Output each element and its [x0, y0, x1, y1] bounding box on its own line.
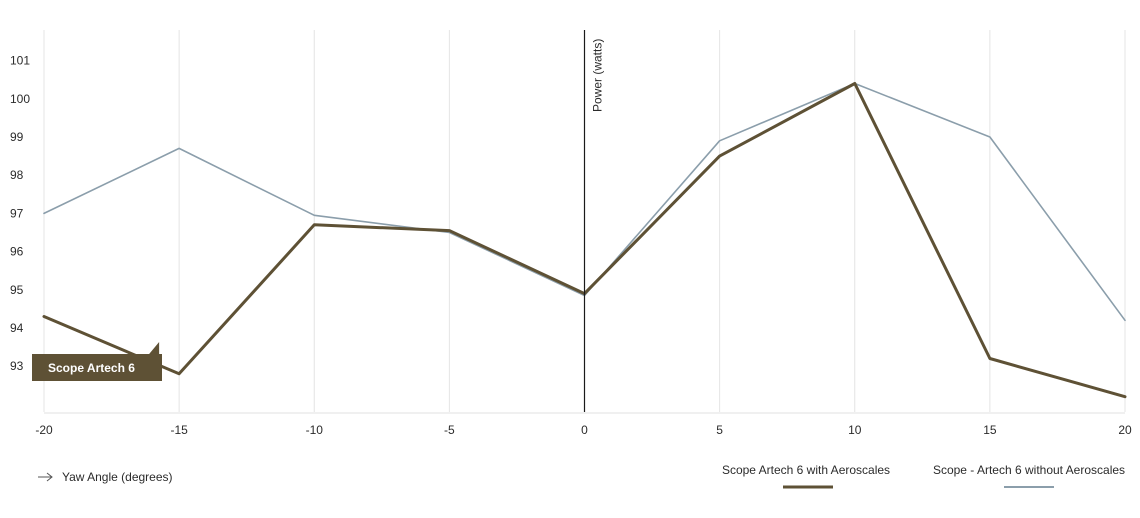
annotation-callout: Scope Artech 6 [32, 342, 162, 381]
x-axis-title: Yaw Angle (degrees) [62, 470, 173, 484]
y-tick-label: 101 [10, 54, 30, 68]
x-tick-label: 10 [848, 423, 862, 437]
x-tick-label: 15 [983, 423, 997, 437]
x-tick-label: -20 [35, 423, 53, 437]
y-tick-label: 93 [10, 359, 24, 373]
x-tick-label: -15 [170, 423, 188, 437]
x-axis-title-group: Yaw Angle (degrees) [38, 470, 173, 484]
annotation-callout-box [32, 342, 162, 381]
y-tick-label: 96 [10, 245, 24, 259]
x-tick-label: -10 [306, 423, 324, 437]
y-tick-label: 98 [10, 168, 24, 182]
arrow-head-icon [46, 472, 53, 482]
y-tick-label: 99 [10, 130, 24, 144]
x-tick-label: 5 [716, 423, 723, 437]
tick-labels: -20 -15 -10 -5 0 5 10 15 20 93 94 95 96 97 98 99 100 101 [10, 54, 1132, 437]
annotation-callout-text: Scope Artech 6 [48, 361, 135, 375]
x-tick-label: -5 [444, 423, 455, 437]
legend-label-with-aeroscales: Scope Artech 6 with Aeroscales [722, 463, 890, 477]
legend: Scope Artech 6 with Aeroscales Scope - A… [722, 463, 1125, 489]
y-tick-label: 97 [10, 206, 24, 220]
y-tick-label: 95 [10, 283, 24, 297]
y-axis-title: Power (watts) [591, 39, 605, 112]
grid-lines [43, 30, 1126, 414]
x-tick-label: 0 [581, 423, 588, 437]
legend-label-without-aeroscales: Scope - Artech 6 without Aeroscales [933, 463, 1125, 477]
y-tick-label: 94 [10, 321, 24, 335]
y-tick-label: 100 [10, 92, 30, 106]
x-tick-label: 20 [1118, 423, 1132, 437]
